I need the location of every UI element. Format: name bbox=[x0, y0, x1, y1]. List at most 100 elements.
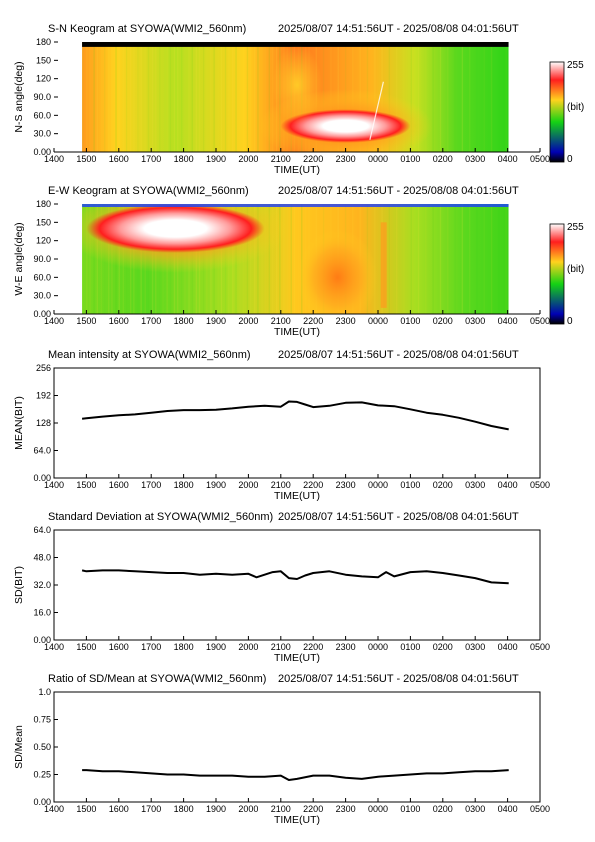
keogram-streak bbox=[476, 42, 478, 152]
y-axis-2: 0.00 30.0 60.0 90.0 120 150 180 W-E angle(deg) bbox=[13, 199, 58, 319]
x-tick-label: 1800 bbox=[174, 316, 194, 326]
keogram-streak bbox=[159, 42, 161, 152]
y-tick-label: 128 bbox=[36, 418, 51, 428]
keogram-streak bbox=[286, 204, 288, 314]
y-tick-label: 60.0 bbox=[33, 272, 51, 282]
colorbar-scale bbox=[549, 61, 565, 163]
keogram-streak bbox=[220, 42, 223, 152]
y-tick-label: 30.0 bbox=[33, 291, 51, 301]
keogram-streak bbox=[483, 42, 485, 152]
keogram-streak bbox=[403, 42, 405, 152]
x-tick-label: 1700 bbox=[141, 316, 161, 326]
x-tick-label: 2000 bbox=[238, 154, 258, 164]
x-tick-label: 1900 bbox=[206, 316, 226, 326]
keogram-streak bbox=[271, 204, 274, 314]
keogram-streak bbox=[129, 42, 132, 152]
x-tick-label: 1500 bbox=[76, 642, 96, 652]
colorbar-1: 255 (bit) 0 bbox=[549, 60, 584, 165]
y-tick-label: 120 bbox=[36, 74, 51, 84]
keogram-streak bbox=[93, 42, 95, 152]
x-tick-label: 2100 bbox=[271, 316, 291, 326]
x-tick-label: 2100 bbox=[271, 480, 291, 490]
keogram-streak bbox=[173, 42, 176, 152]
keogram-streak bbox=[439, 204, 442, 314]
x-tick-label: 1400 bbox=[44, 480, 64, 490]
y-tick-label: 0.00 bbox=[33, 473, 51, 483]
y-tick-label: 256 bbox=[36, 363, 51, 373]
keogram-streak bbox=[147, 42, 150, 152]
colorbar-min-label: 0 bbox=[567, 154, 573, 165]
x-axis-label: TIME(UT) bbox=[274, 652, 320, 664]
x-tick-label: 1900 bbox=[206, 480, 226, 490]
x-tick-label: 1900 bbox=[206, 154, 226, 164]
keogram-streak bbox=[454, 204, 456, 314]
keogram-streak bbox=[498, 204, 500, 314]
keogram-streak bbox=[206, 42, 208, 152]
keogram-streak bbox=[125, 42, 128, 152]
x-tick-label: 0100 bbox=[400, 480, 420, 490]
x-tick-label: 2200 bbox=[303, 316, 323, 326]
x-axis-label: TIME(UT) bbox=[274, 326, 320, 338]
x-tick-label: 2100 bbox=[271, 642, 291, 652]
x-axis-3: 1400 1500 1600 1700 1800 1900 2000 2100 2200 2300… bbox=[44, 474, 550, 502]
x-axis-4: 1400 1500 1600 1700 1800 1900 2000 2100 2200 2300… bbox=[44, 636, 550, 664]
line-chart-4 bbox=[53, 529, 541, 641]
y-tick-label: 0.00 bbox=[33, 797, 51, 807]
y-axis-label: N-S angle(deg) bbox=[13, 61, 25, 132]
x-tick-label: 0500 bbox=[530, 642, 550, 652]
x-tick-label: 2000 bbox=[238, 804, 258, 814]
x-tick-label: 0300 bbox=[465, 804, 485, 814]
x-tick-label: 0400 bbox=[498, 154, 518, 164]
x-tick-label: 2300 bbox=[336, 804, 356, 814]
colorbar-max-label: 255 bbox=[567, 222, 584, 233]
keogram-streak bbox=[213, 42, 215, 152]
x-tick-label: 2000 bbox=[238, 316, 258, 326]
x-tick-label: 1600 bbox=[109, 804, 129, 814]
x-tick-label: 0100 bbox=[400, 642, 420, 652]
x-tick-label: 0200 bbox=[433, 316, 453, 326]
keogram-streak bbox=[249, 42, 252, 152]
keogram-streak bbox=[93, 204, 95, 314]
y-axis-3: 0.00 64.0 128 192 256 MEAN(BIT) bbox=[13, 363, 58, 483]
x-tick-label: 1500 bbox=[76, 154, 96, 164]
x-tick-label: 2200 bbox=[303, 480, 323, 490]
keogram-streak bbox=[490, 42, 493, 152]
x-tick-label: 0000 bbox=[368, 154, 388, 164]
x-tick-label: 1500 bbox=[76, 316, 96, 326]
x-tick-label: 1600 bbox=[109, 316, 129, 326]
y-tick-label: 0.00 bbox=[33, 147, 51, 157]
x-tick-label: 0400 bbox=[498, 316, 518, 326]
keogram-streak bbox=[155, 42, 157, 152]
keogram-streak bbox=[235, 42, 237, 152]
plot-frame bbox=[53, 367, 541, 479]
y-tick-label: 180 bbox=[36, 199, 51, 209]
keogram-streak bbox=[268, 42, 271, 152]
x-tick-label: 1900 bbox=[206, 804, 226, 814]
keogram-streak bbox=[264, 42, 266, 152]
y-tick-label: 120 bbox=[36, 236, 51, 246]
x-tick-label: 1800 bbox=[174, 642, 194, 652]
x-tick-label: 0400 bbox=[498, 642, 518, 652]
keogram-streak bbox=[224, 42, 227, 152]
y-axis-label: MEAN(BIT) bbox=[13, 396, 25, 450]
x-tick-label: 0300 bbox=[465, 316, 485, 326]
x-tick-label: 0000 bbox=[368, 804, 388, 814]
y-tick-label: 0.50 bbox=[33, 742, 51, 752]
y-tick-label: 192 bbox=[36, 391, 51, 401]
x-tick-label: 0200 bbox=[433, 154, 453, 164]
colorbar-2: 255 (bit) 0 bbox=[549, 222, 584, 327]
keogram-streak bbox=[184, 42, 186, 152]
panel-title: E-W Keogram at SYOWA(WMI2_560nm) bbox=[48, 185, 249, 197]
y-axis-label: SD(BIT) bbox=[13, 566, 25, 604]
x-tick-label: 2200 bbox=[303, 154, 323, 164]
x-tick-label: 0200 bbox=[433, 480, 453, 490]
x-tick-label: 1800 bbox=[174, 804, 194, 814]
keogram-streak bbox=[432, 204, 434, 314]
y-axis-label: SD/Mean bbox=[13, 725, 25, 769]
x-tick-label: 2000 bbox=[238, 642, 258, 652]
y-axis-5: 0.00 0.25 0.50 0.75 1.0 SD/Mean bbox=[13, 687, 58, 807]
time-range-label: 2025/08/07 14:51:56UT - 2025/08/08 04:01… bbox=[278, 23, 519, 35]
keogram-streak bbox=[115, 42, 117, 152]
keogram-streak bbox=[181, 42, 183, 152]
